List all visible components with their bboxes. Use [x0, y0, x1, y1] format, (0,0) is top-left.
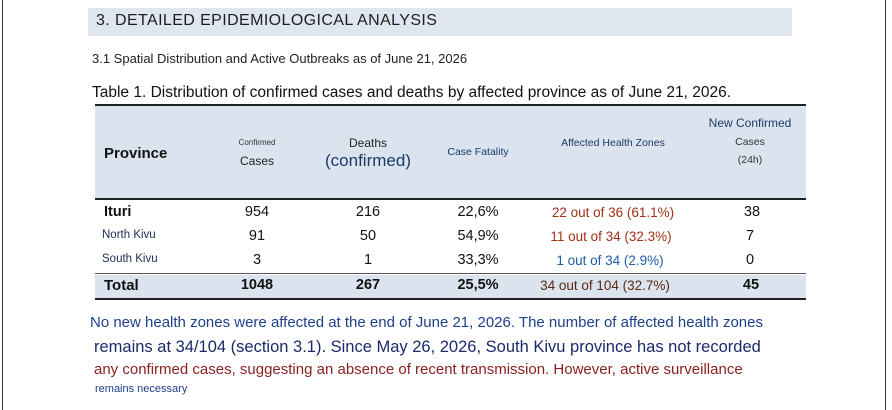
paragraph-line-1: No new health zones were affected at the… — [90, 314, 763, 331]
row-new-cases: 38 — [743, 204, 761, 220]
header-affected-zones: Affected Health Zones — [561, 137, 665, 149]
row-province: Ituri — [104, 204, 132, 220]
row-new-cases: 7 — [745, 228, 755, 244]
header-province: Province — [104, 145, 168, 162]
table-caption: Table 1. Distribution of confirmed cases… — [92, 84, 732, 101]
table-total-rule — [95, 273, 806, 274]
total-zones: 34 out of 104 (32.7%) — [540, 278, 670, 293]
header-cases-bottom: Cases — [239, 154, 275, 168]
total-cfr: 25,5% — [457, 277, 499, 293]
header-deaths-top: Deaths — [348, 136, 388, 150]
row-cfr: 22,6% — [457, 204, 499, 220]
row-new-cases: 0 — [745, 252, 755, 268]
section-title: 3. DETAILED EPIDEMIOLOGICAL ANALYSIS — [96, 12, 438, 29]
page-border-left — [2, 0, 3, 410]
row-cases: 91 — [248, 228, 266, 244]
table-header-rule — [95, 198, 806, 200]
paragraph-line-2: remains at 34/104 (section 3.1). Since M… — [94, 338, 761, 356]
table-bottom-rule — [95, 298, 806, 300]
row-cfr: 33,3% — [457, 252, 499, 268]
row-province: South Kivu — [102, 253, 158, 265]
header-cases-top: Confirmed — [238, 138, 276, 147]
row-deaths: 1 — [363, 252, 373, 268]
row-cases: 954 — [244, 204, 270, 220]
table-total-background — [95, 275, 806, 298]
row-deaths: 216 — [355, 204, 381, 220]
paragraph-line-3: any confirmed cases, suggesting an absen… — [94, 361, 743, 378]
subsection-title: 3.1 Spatial Distribution and Active Outb… — [92, 51, 468, 66]
header-case-fatality: Case Fatality — [447, 146, 509, 158]
row-province: North Kivu — [102, 229, 156, 241]
total-cases: 1048 — [240, 277, 274, 293]
section-header-bar — [88, 8, 792, 36]
row-cfr: 54,9% — [457, 228, 499, 244]
paragraph-line-4: remains necessary — [95, 383, 188, 395]
header-new-cases-line2: Cases — [735, 136, 765, 148]
total-deaths: 267 — [355, 277, 381, 293]
row-zones: 1 out of 34 (2.9%) — [556, 253, 664, 268]
header-new-cases-line1: New Confirmed — [708, 116, 792, 130]
row-zones: 22 out of 36 (61.1%) — [551, 205, 675, 220]
table-top-rule — [95, 104, 806, 106]
table-header-background — [95, 105, 806, 198]
row-zones: 11 out of 34 (32.3%) — [550, 229, 672, 244]
total-label: Total — [104, 277, 139, 294]
page-border-right — [885, 0, 886, 410]
header-deaths-bottom: (confirmed) — [325, 151, 411, 170]
total-new-cases: 45 — [742, 277, 760, 293]
row-cases: 3 — [252, 252, 262, 268]
header-new-cases-line3: (24h) — [737, 154, 763, 166]
row-deaths: 50 — [359, 228, 377, 244]
